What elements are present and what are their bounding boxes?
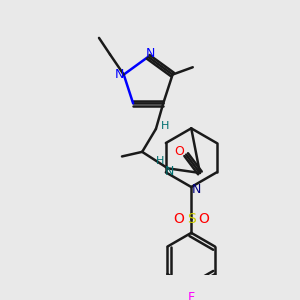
Text: H: H: [161, 121, 169, 131]
Text: N: N: [192, 183, 201, 196]
Text: S: S: [187, 212, 196, 226]
Text: O: O: [199, 212, 209, 226]
Text: O: O: [174, 146, 184, 158]
Text: N: N: [115, 68, 124, 81]
Text: N: N: [165, 165, 174, 178]
Text: H: H: [156, 156, 165, 166]
Text: F: F: [188, 290, 195, 300]
Text: O: O: [173, 212, 184, 226]
Text: N: N: [145, 47, 155, 60]
